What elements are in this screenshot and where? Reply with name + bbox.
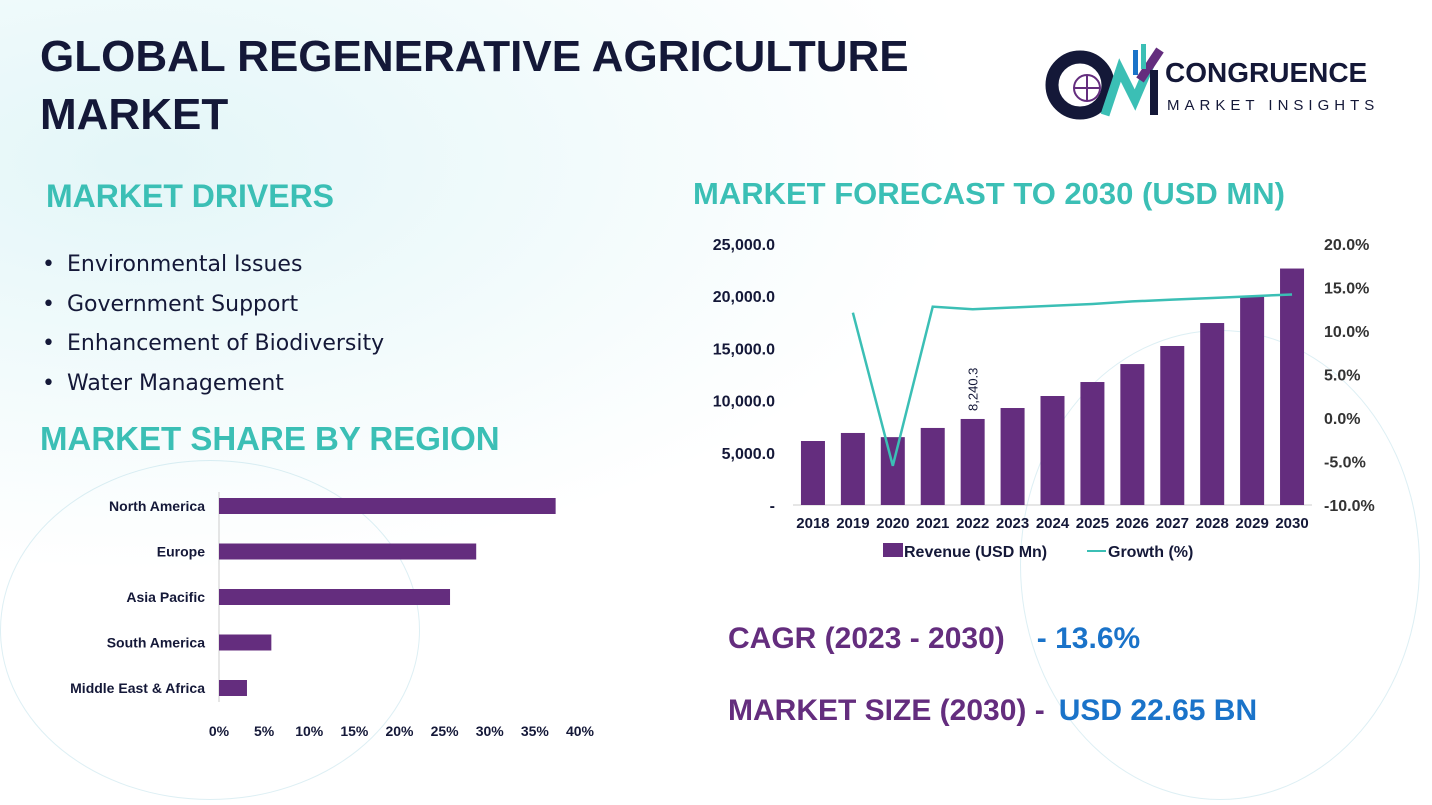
y2-tick-label: -5.0% [1324,455,1366,472]
bar-2024 [1040,396,1065,505]
x-tick-label: 2018 [796,515,829,532]
bar-asia-pacific [219,589,451,605]
bar-2030 [1280,268,1305,505]
bar-2025 [1080,382,1105,505]
y2-tick-label: 10.0% [1324,324,1369,341]
market-size-value: USD 22.65 BN [1058,694,1258,727]
x-tick-label: 0% [209,723,230,739]
x-tick-label: 15% [340,723,369,739]
bar-europe [219,543,477,560]
logo-mark-icon: CONGRUENCE MARKET INSIGHTS [1045,44,1379,120]
y-tick-label: 20,000.0 [713,289,775,306]
x-tick-label: 2030 [1275,515,1308,532]
category-label: North America [109,498,205,514]
x-tick-label: 2023 [996,515,1029,532]
x-tick-label: 40% [566,723,595,739]
svg-text:MARKET INSIGHTS: MARKET INSIGHTS [1167,97,1379,114]
drivers-list: Environmental Issues Government Support … [42,252,384,410]
region-heading: MARKET SHARE BY REGION [40,420,500,457]
x-tick-label: 2022 [956,515,989,532]
bar-2022 [960,418,985,505]
y-tick-label: 15,000.0 [713,341,775,358]
category-label: South America [107,635,205,651]
y2-tick-label: -10.0% [1324,498,1375,515]
x-tick-label: 5% [254,723,275,739]
y-tick-label: 25,000.0 [713,237,775,254]
bar-north-america [219,498,556,514]
x-tick-label: 2021 [916,515,949,532]
driver-item: Government Support [42,292,384,332]
drivers-heading: MARKET DRIVERS [46,178,335,214]
data-label: 8,240.3 [966,368,981,411]
x-tick-label: 2028 [1196,515,1229,532]
y-tick-label: 10,000.0 [713,394,775,411]
growth-line [851,293,1293,467]
bar-middle-east-africa [219,680,247,696]
cagr-value: - 13.6% [1036,622,1141,655]
svg-text:CONGRUENCE: CONGRUENCE [1165,57,1367,88]
bar-2027 [1160,345,1185,505]
bar-south-america [219,634,272,651]
x-tick-label: 2024 [1036,515,1070,532]
bar-2026 [1120,364,1145,505]
bar-2028 [1200,323,1225,505]
x-tick-label: 20% [385,723,414,739]
x-tick-label: 2025 [1076,515,1109,532]
forecast-chart: - 5,000.0 10,000.0 15,000.0 20,000.0 25,000.0… [713,237,1375,561]
x-tick-label: 30% [476,723,505,739]
cagr-row: CAGR (2023 - 2030) - 13.6% [728,622,1140,656]
market-size-row: MARKET SIZE (2030) - USD 22.65 BN [728,694,1257,728]
y2-tick-label: 15.0% [1324,281,1369,298]
cagr-label: CAGR (2023 - 2030) [728,622,1005,655]
x-tick-label: 2020 [876,515,909,532]
y-tick-label: - [770,498,775,515]
legend-growth-label: Growth (%) [1108,544,1193,561]
driver-item: Water Management [42,371,384,411]
x-tick-label: 10% [295,723,324,739]
y2-tick-label: 20.0% [1324,237,1369,254]
market-size-label: MARKET SIZE (2030) - [728,694,1045,727]
driver-item: Environmental Issues [42,252,384,292]
region-share-chart: North America Europe Asia Pacific South Ame… [70,492,595,739]
bar-2019 [840,432,865,505]
category-label: Middle East & Africa [70,680,205,696]
x-tick-label: 2029 [1235,515,1268,532]
x-tick-label: 2019 [836,515,869,532]
category-label: Europe [157,544,205,560]
bar-2018 [800,441,825,505]
y2-tick-label: 0.0% [1324,411,1360,428]
background-wave [0,460,420,800]
bar-2029 [1240,296,1265,505]
legend-revenue-label: Revenue (USD Mn) [904,544,1047,561]
bar-2020 [880,437,905,505]
bar-2023 [1000,408,1025,505]
forecast-heading: MARKET FORECAST TO 2030 (USD MN) [693,176,1285,211]
y2-tick-label: 5.0% [1324,368,1360,385]
x-tick-label: 2027 [1156,515,1189,532]
x-tick-label: 25% [431,723,460,739]
category-label: Asia Pacific [126,589,205,605]
bar-2021 [920,427,945,505]
page-title: GLOBAL REGENERATIVE AGRICULTURE MARKET [40,32,909,139]
x-tick-label: 2026 [1116,515,1149,532]
legend-revenue-swatch [883,543,903,557]
logo: CONGRUENCE MARKET INSIGHTS [1045,40,1405,120]
driver-item: Enhancement of Biodiversity [42,331,384,371]
x-tick-label: 35% [521,723,550,739]
y-tick-label: 5,000.0 [722,446,775,463]
